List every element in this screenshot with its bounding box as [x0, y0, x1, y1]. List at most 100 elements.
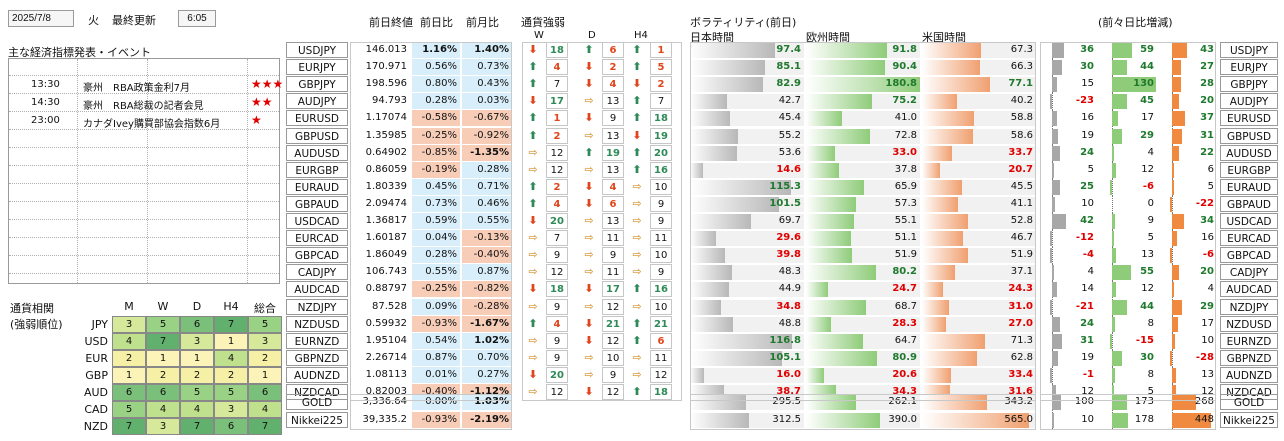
volatility-eu-value: 57.3 [894, 197, 917, 209]
strength-h4-arrow-icon: ⇨ [632, 265, 642, 279]
strength-h4-arrow-icon: ⬆ [632, 43, 642, 56]
strength-h4-rank: 20 [650, 144, 672, 161]
strength-d-arrow-icon: ⬆ [584, 145, 594, 159]
pair-close: 1.86049 [365, 249, 407, 261]
pair-month-change: 0.70% [462, 349, 512, 366]
correlation-cell: 6 [180, 316, 214, 333]
volatility-eu-value: 24.7 [892, 283, 917, 295]
correlation-header: 総合 [254, 302, 276, 315]
strength-h4-rank: 11 [650, 349, 672, 366]
pair-day-change: 0.87% [412, 349, 460, 366]
diff-du-value: 29 [1200, 300, 1214, 312]
diff-de-bar [1112, 350, 1122, 366]
correlation-cell: 1 [248, 367, 282, 384]
pair-day-change: 0.73% [412, 195, 460, 212]
pair-month-change: -0.40% [462, 247, 512, 264]
pair-name: GBPNZD [286, 349, 348, 366]
volatility-eu-value: 65.9 [894, 180, 917, 192]
volatility-us-bar [922, 128, 973, 144]
strength-w-rank: 18 [546, 281, 568, 298]
volatility-eu-bar [806, 231, 851, 247]
pair-day-change: 0.01% [412, 366, 460, 383]
pair-name-right: AUDNZD [1220, 366, 1278, 383]
correlation-cell: 7 [248, 418, 282, 435]
pair-close: 2.09474 [365, 197, 407, 209]
diff-dj-bar [1052, 350, 1058, 366]
strength-w-arrow-icon: ⬆ [528, 60, 538, 74]
volatility-us-value: 52.8 [1010, 215, 1033, 226]
volatility-eu-bar [806, 94, 872, 110]
events-col-line [77, 59, 78, 283]
volatility-jp-value: 16.0 [776, 368, 801, 380]
diff-dj-bar [1052, 413, 1054, 429]
strength-d-arrow-icon: ⬇ [584, 77, 594, 91]
volatility-eu-bar [806, 248, 852, 264]
event-name: RBA政策金利7月 [113, 83, 191, 94]
header-strength: 通貨強弱 [521, 16, 565, 29]
volatility-jp-value: 14.6 [776, 163, 801, 175]
strength-h4-arrow-icon: ⇨ [632, 196, 642, 210]
diff-dj-value: 19 [1081, 129, 1094, 141]
volatility-jp-value: 115.3 [769, 180, 801, 192]
strength-w-rank: 7 [546, 76, 568, 93]
volatility-jp-value: 48.8 [778, 317, 801, 329]
diff-dj-bar [1052, 282, 1057, 298]
pair-name: NZDUSD [286, 315, 348, 332]
correlation-cell: 1 [112, 367, 146, 384]
strength-w-arrow-icon: ⇨ [528, 145, 538, 159]
volatility-jp-bar [690, 299, 721, 315]
strength-h4-arrow-icon: ⬆ [632, 111, 642, 125]
correlation-cell: 3 [180, 333, 214, 350]
diff-dj-value: 16 [1081, 112, 1094, 124]
diff-du-value: 10 [1201, 334, 1214, 346]
diff-dj-bar [1052, 128, 1058, 144]
strength-w-rank: 7 [546, 230, 568, 247]
table-frame [350, 394, 512, 430]
diff-dj-value: -23 [1075, 95, 1094, 107]
correlation-cell: 2 [180, 367, 214, 384]
volatility-eu-value: 51.9 [894, 249, 917, 261]
diff-dj-bar [1052, 214, 1066, 230]
correlation-cell: 7 [146, 333, 180, 350]
header-d: D [588, 30, 596, 41]
volatility-us-bar [922, 265, 955, 281]
diff-de-bar [1112, 77, 1156, 93]
pair-close: 1.60187 [365, 232, 407, 244]
diff-de-value: -6 [1142, 180, 1154, 192]
diff-du-bar [1172, 60, 1181, 76]
volatility-jp-bar [690, 111, 730, 127]
correlation-cell: 5 [214, 384, 248, 401]
diff-de-bar [1112, 128, 1122, 144]
strength-w-arrow-icon: ⬆ [528, 77, 538, 91]
diff-de-bar [1112, 60, 1127, 76]
diff-de-value: 12 [1141, 283, 1154, 295]
strength-w-arrow-icon: ⬇ [528, 94, 538, 108]
strength-h4-rank: 6 [650, 332, 672, 349]
pair-close: 1.36817 [365, 215, 407, 226]
pair-day-change: 0.55% [412, 264, 460, 281]
strength-h4-rank: 7 [650, 93, 672, 110]
diff-dj-value: -12 [1075, 232, 1094, 244]
pair-month-change: 0.03% [462, 93, 512, 110]
pair-name-right: AUDJPY [1220, 93, 1278, 110]
diff-dj-bar [1052, 395, 1061, 411]
diff-de-bar [1112, 43, 1132, 59]
strength-d-rank: 13 [602, 161, 624, 178]
diff-dj-bar [1050, 299, 1052, 315]
strength-w-rank: 12 [546, 144, 568, 161]
volatility-jp-value: 97.4 [776, 44, 801, 55]
pair-close: 1.08113 [365, 368, 407, 380]
diff-du-bar [1170, 350, 1172, 366]
pair-day-change: 0.54% [412, 332, 460, 349]
events-row-line [9, 111, 279, 112]
pair-name: EURNZD [286, 332, 348, 349]
diff-de-bar [1112, 316, 1115, 332]
diff-de-bar [1112, 145, 1114, 161]
header-diff: (前々日比増減) [1098, 16, 1173, 29]
header-h4: H4 [634, 30, 648, 41]
volatility-us-value: 37.1 [1010, 266, 1033, 278]
volatility-us-value: 40.2 [1010, 95, 1033, 107]
strength-w-rank: 1 [546, 110, 568, 127]
volatility-us-bar [922, 333, 985, 349]
volatility-eu-value: 34.3 [892, 386, 917, 397]
